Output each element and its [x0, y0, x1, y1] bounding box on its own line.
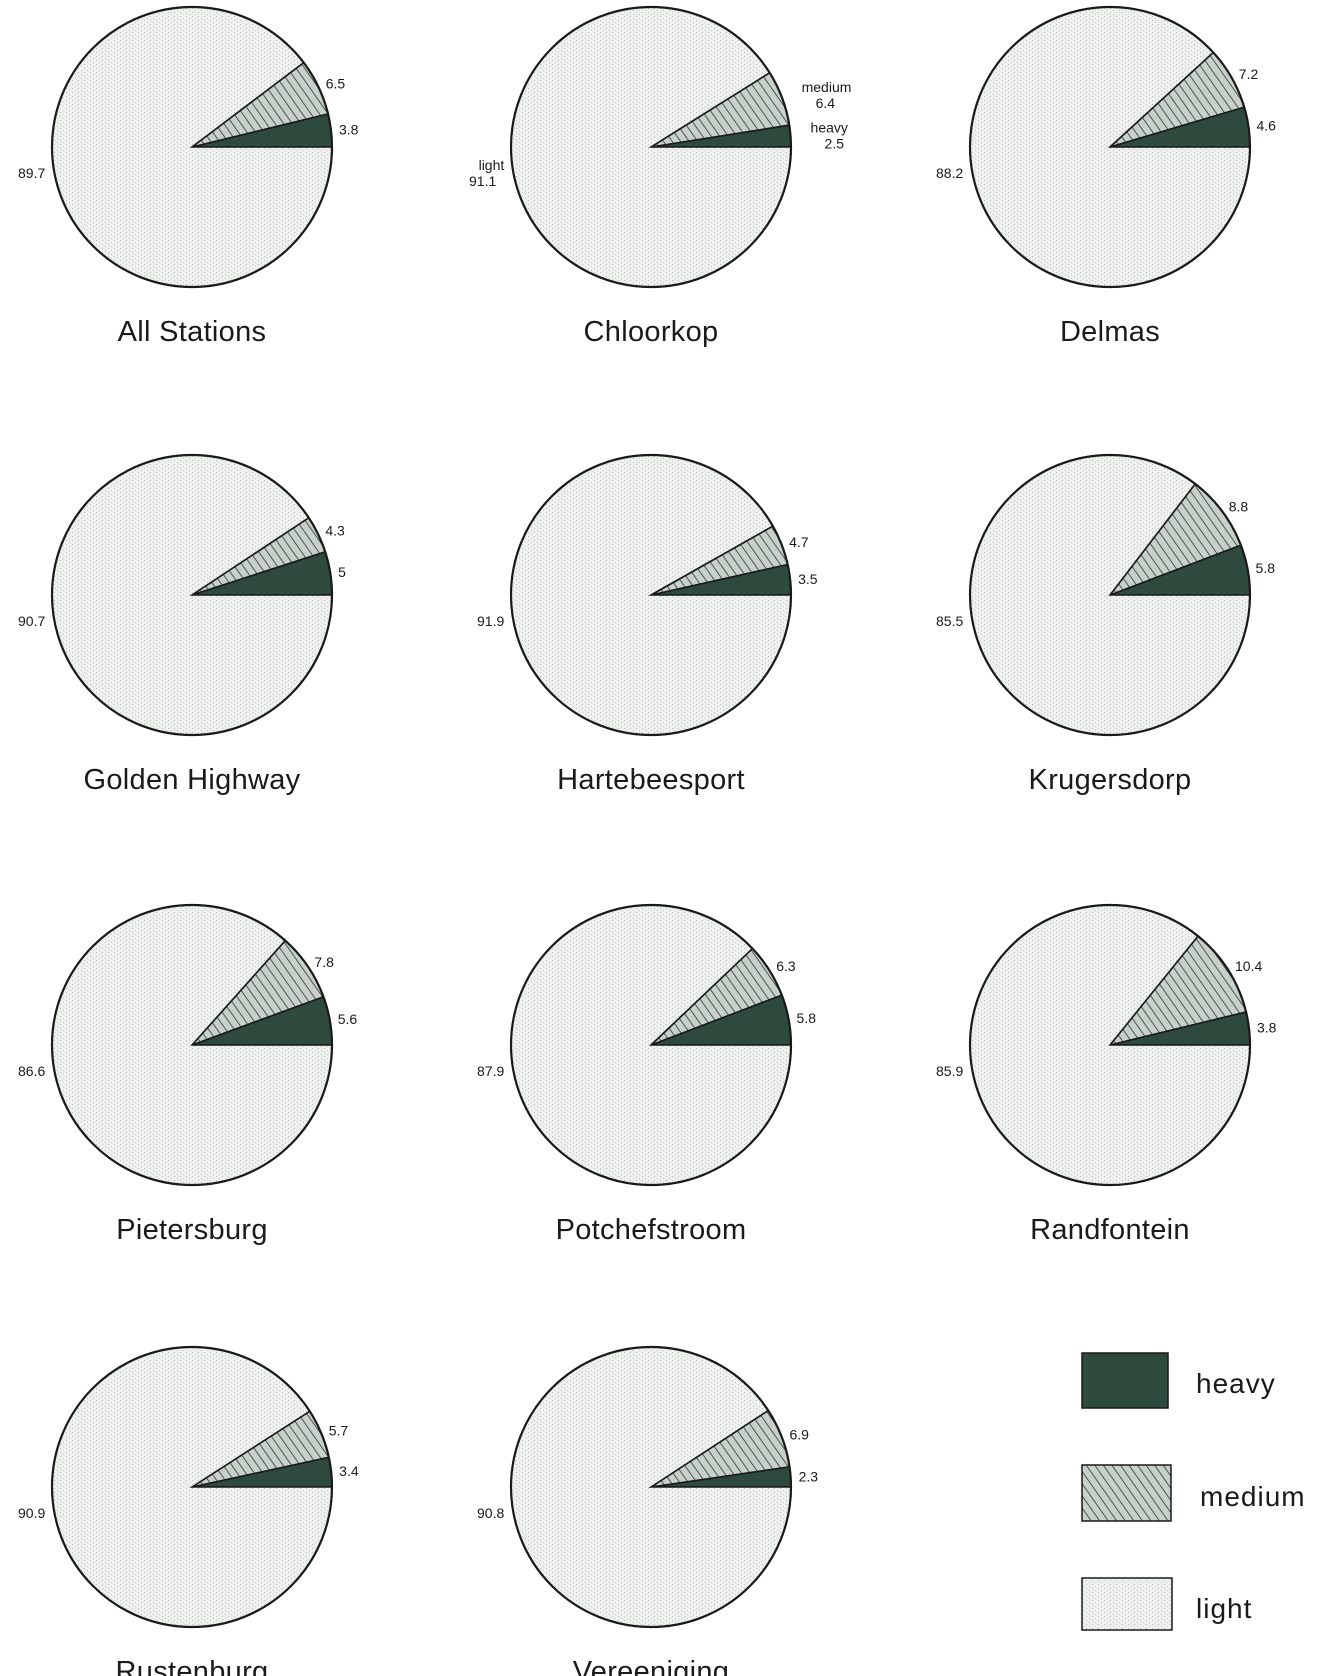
data-label-light: 91.9	[477, 613, 504, 629]
legend-swatch-light	[1081, 1577, 1173, 1631]
data-label-heavy: 5.8	[1256, 560, 1276, 576]
data-label-medium: 6.9	[789, 1427, 809, 1443]
pie-slice-light	[510, 6, 792, 288]
data-label-medium: 6.3	[776, 958, 796, 974]
pie-krugersdorp: 5.8 8.8 85.5 Krugersdorp	[936, 453, 1276, 796]
legend-label-light: light	[1196, 1593, 1252, 1624]
pie-hartebeesport: 3.5 4.7 91.9 Hartebeesport	[477, 453, 818, 796]
pie-outline	[50, 903, 334, 1187]
data-label-heavy: 4.6	[1256, 118, 1276, 134]
pie-slice-light	[510, 454, 792, 736]
data-label-light: 86.6	[18, 1063, 45, 1079]
legend-label-heavy: heavy	[1196, 1368, 1276, 1399]
station-title: Vereeniging	[573, 1656, 730, 1676]
data-label-heavy: 3.5	[798, 571, 818, 587]
pie-delmas: 4.6 7.2 88.2 Delmas	[936, 5, 1276, 348]
data-label-medium: 6.5	[326, 76, 346, 92]
pie-outline	[509, 5, 793, 289]
data-label-medium: 5.7	[329, 1422, 349, 1438]
pie-all-stations: 3.8 6.5 89.7 All Stations	[18, 5, 359, 348]
data-label-heavy: 5.8	[797, 1010, 817, 1026]
station-title: Pietersburg	[116, 1214, 268, 1246]
pie-rustenburg: 3.4 5.7 90.9 Rustenburg	[18, 1345, 359, 1676]
data-label-light: 87.9	[477, 1063, 504, 1079]
pie-outline	[509, 453, 793, 737]
data-label-heavy: 3.8	[339, 121, 359, 137]
station-title: Hartebeesport	[557, 764, 745, 796]
chart-legend: heavy medium light	[1081, 1352, 1306, 1631]
data-label-medium: 8.8	[1229, 499, 1249, 515]
pie-outline	[968, 5, 1252, 289]
data-label-medium: 10.4	[1235, 958, 1262, 974]
slice-name-light: light	[479, 157, 505, 173]
data-label-light: 90.7	[18, 613, 45, 629]
pie-outline	[968, 453, 1252, 737]
pie-pietersburg: 5.6 7.8 86.6 Pietersburg	[18, 903, 358, 1246]
legend-label-medium: medium	[1200, 1481, 1306, 1512]
pie-slice-light	[51, 454, 333, 736]
station-title: Chloorkop	[584, 316, 719, 348]
pie-outline	[968, 903, 1252, 1187]
pie-vereeniging: 2.3 6.9 90.8 Vereeniging	[477, 1345, 819, 1676]
data-label-heavy: 2.3	[799, 1468, 819, 1484]
data-label-light: 85.9	[936, 1063, 963, 1079]
data-label-heavy: 5.6	[338, 1011, 358, 1027]
slice-name-heavy: heavy	[811, 119, 848, 135]
data-label-medium: 7.8	[314, 954, 334, 970]
pie-randfontein: 3.8 10.4 85.9 Randfontein	[936, 903, 1277, 1246]
pie-golden-highway: 5 4.3 90.7 Golden Highway	[18, 453, 346, 796]
pie-potchefstroom: 5.8 6.3 87.9 Potchefstroom	[477, 903, 817, 1246]
pie-slice-light	[51, 1346, 333, 1628]
pie-outline	[50, 5, 334, 289]
data-label-light: 90.9	[18, 1505, 45, 1521]
data-label-light: 91.1	[469, 173, 496, 189]
pie-outline	[509, 1345, 793, 1629]
data-label-medium: 4.3	[325, 523, 345, 539]
data-label-heavy: 5	[338, 564, 346, 580]
data-label-light: 85.5	[936, 613, 963, 629]
pie-slice-light	[51, 6, 333, 288]
data-label-light: 89.7	[18, 165, 45, 181]
station-title: Potchefstroom	[556, 1214, 747, 1246]
station-title: Delmas	[1060, 316, 1160, 348]
pie-outline	[509, 903, 793, 1187]
data-label-heavy: 3.8	[1257, 1019, 1277, 1035]
legend-swatch-medium	[1081, 1464, 1172, 1522]
pie-outline	[50, 453, 334, 737]
data-label-light: 88.2	[936, 165, 963, 181]
pie-outline	[50, 1345, 334, 1629]
pie-slice-light	[510, 904, 792, 1186]
data-label-heavy: 3.4	[339, 1463, 359, 1479]
pie-slice-light	[510, 1346, 792, 1628]
data-label-medium: 7.2	[1239, 66, 1259, 82]
station-title: Randfontein	[1030, 1214, 1190, 1246]
station-title: All Stations	[118, 316, 267, 348]
data-label-heavy: 2.5	[825, 135, 845, 151]
station-title: Golden Highway	[84, 764, 301, 796]
legend-swatch-heavy	[1081, 1352, 1169, 1409]
data-label-medium: 6.4	[816, 95, 836, 111]
pie-slice-light	[969, 6, 1251, 288]
station-title: Krugersdorp	[1029, 764, 1192, 796]
data-label-medium: 4.7	[789, 534, 809, 550]
station-title: Rustenburg	[116, 1656, 269, 1676]
data-label-light: 90.8	[477, 1505, 504, 1521]
slice-name-medium: medium	[802, 79, 852, 95]
